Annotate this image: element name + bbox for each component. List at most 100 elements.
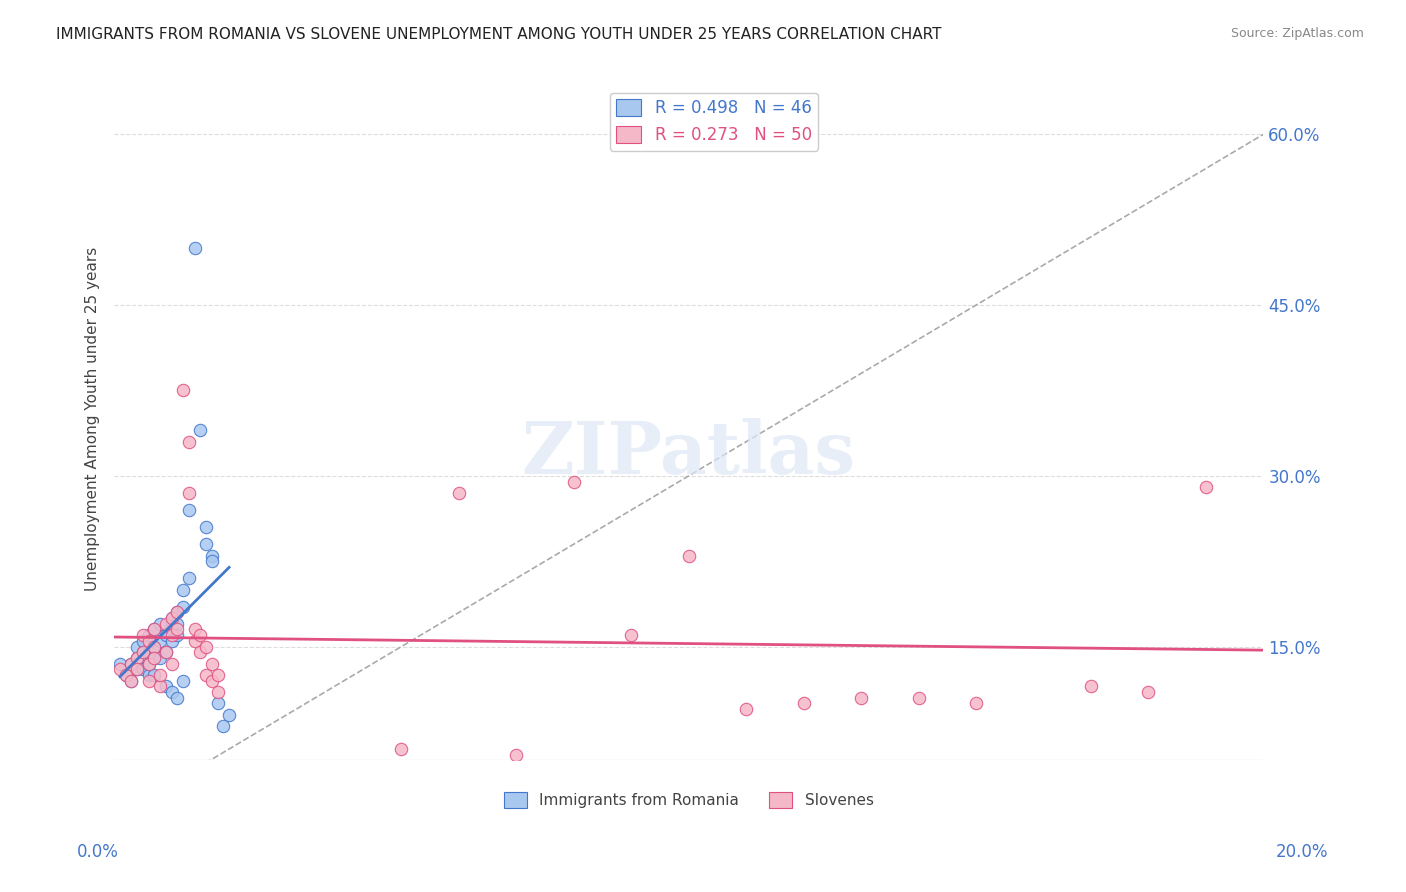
Point	[155, 616, 177, 631]
Text: ZIPatlas: ZIPatlas	[522, 417, 856, 489]
Point	[127, 651, 149, 665]
Point	[190, 645, 212, 659]
Point	[793, 697, 815, 711]
Legend: Immigrants from Romania, Slovenes: Immigrants from Romania, Slovenes	[498, 786, 880, 814]
Y-axis label: Unemployment Among Youth under 25 years: Unemployment Among Youth under 25 years	[86, 247, 100, 591]
Point	[505, 747, 527, 762]
Point	[108, 662, 131, 676]
Point	[678, 549, 700, 563]
Point	[127, 662, 149, 676]
Point	[195, 520, 218, 534]
Point	[447, 486, 470, 500]
Point	[149, 680, 172, 694]
Point	[190, 628, 212, 642]
Point	[138, 633, 160, 648]
Point	[391, 742, 413, 756]
Point	[143, 651, 166, 665]
Point	[120, 657, 142, 671]
Point	[138, 628, 160, 642]
Point	[138, 657, 160, 671]
Point	[160, 611, 183, 625]
Point	[138, 645, 160, 659]
Point	[160, 633, 183, 648]
Text: 0.0%: 0.0%	[77, 843, 120, 861]
Point	[620, 628, 643, 642]
Text: Source: ZipAtlas.com: Source: ZipAtlas.com	[1230, 27, 1364, 40]
Point	[143, 640, 166, 654]
Point	[132, 633, 155, 648]
Point	[849, 690, 872, 705]
Point	[155, 645, 177, 659]
Point	[149, 616, 172, 631]
Point	[190, 423, 212, 437]
Point	[212, 719, 235, 733]
Point	[155, 628, 177, 642]
Point	[149, 651, 172, 665]
Point	[132, 628, 155, 642]
Point	[149, 633, 172, 648]
Point	[195, 537, 218, 551]
Point	[155, 680, 177, 694]
Point	[143, 651, 166, 665]
Point	[138, 673, 160, 688]
Point	[177, 503, 200, 517]
Point	[218, 707, 240, 722]
Point	[143, 623, 166, 637]
Point	[172, 582, 194, 597]
Point	[127, 662, 149, 676]
Point	[160, 623, 183, 637]
Text: IMMIGRANTS FROM ROMANIA VS SLOVENE UNEMPLOYMENT AMONG YOUTH UNDER 25 YEARS CORRE: IMMIGRANTS FROM ROMANIA VS SLOVENE UNEMP…	[56, 27, 942, 42]
Point	[166, 628, 188, 642]
Point	[138, 657, 160, 671]
Point	[183, 241, 205, 255]
Point	[1195, 480, 1218, 494]
Point	[172, 599, 194, 614]
Point	[132, 645, 155, 659]
Point	[907, 690, 929, 705]
Point	[166, 616, 188, 631]
Point	[127, 640, 149, 654]
Point	[160, 628, 183, 642]
Point	[160, 611, 183, 625]
Point	[127, 651, 149, 665]
Point	[201, 554, 224, 568]
Point	[201, 673, 224, 688]
Point	[114, 668, 136, 682]
Point	[207, 668, 229, 682]
Point	[183, 633, 205, 648]
Point	[201, 657, 224, 671]
Point	[166, 606, 188, 620]
Point	[965, 697, 987, 711]
Point	[114, 668, 136, 682]
Point	[155, 645, 177, 659]
Point	[177, 486, 200, 500]
Point	[120, 657, 142, 671]
Point	[160, 657, 183, 671]
Point	[149, 668, 172, 682]
Point	[177, 434, 200, 449]
Point	[195, 640, 218, 654]
Point	[143, 668, 166, 682]
Point	[108, 657, 131, 671]
Point	[132, 662, 155, 676]
Point	[166, 690, 188, 705]
Point	[132, 645, 155, 659]
Point	[207, 685, 229, 699]
Point	[177, 571, 200, 585]
Point	[166, 606, 188, 620]
Point	[1080, 680, 1102, 694]
Point	[138, 668, 160, 682]
Point	[120, 673, 142, 688]
Point	[143, 623, 166, 637]
Point	[143, 640, 166, 654]
Point	[207, 697, 229, 711]
Point	[166, 623, 188, 637]
Point	[120, 673, 142, 688]
Point	[172, 384, 194, 398]
Point	[735, 702, 758, 716]
Point	[160, 685, 183, 699]
Point	[195, 668, 218, 682]
Text: 20.0%: 20.0%	[1277, 843, 1329, 861]
Point	[562, 475, 585, 489]
Point	[201, 549, 224, 563]
